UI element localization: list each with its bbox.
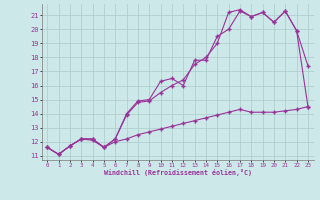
X-axis label: Windchill (Refroidissement éolien,°C): Windchill (Refroidissement éolien,°C) [104, 169, 252, 176]
